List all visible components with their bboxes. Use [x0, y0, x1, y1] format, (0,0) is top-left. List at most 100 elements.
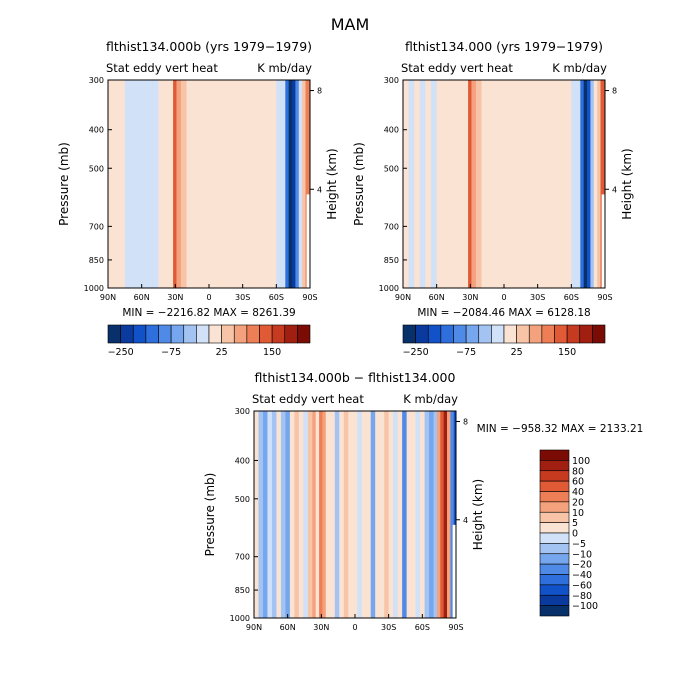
heatmap-band [420, 411, 425, 618]
heatmap-band [270, 80, 277, 288]
heatmap-band [515, 80, 522, 288]
heatmap-band [443, 411, 448, 618]
panel-subtitle-left: Stat eddy vert heat [252, 392, 364, 406]
colorbar-label: −40 [572, 570, 592, 581]
colorbar-label: −80 [572, 591, 592, 602]
colorbar-swatch [453, 324, 467, 344]
heatmap-band [393, 411, 399, 618]
colorbar-label: 150 [263, 347, 281, 358]
x-tick-label: 0 [501, 293, 506, 302]
panel-title: flthist134.000b − flthist134.000 [255, 370, 456, 385]
heatmap-band [276, 80, 283, 288]
right-y-tick-label: 8 [317, 87, 322, 96]
colorbar-swatch [170, 324, 185, 344]
heatmap-band [231, 80, 238, 288]
colorbar-swatch [246, 324, 260, 344]
colorbar-swatch [539, 574, 570, 586]
heatmap-band [158, 80, 165, 288]
colorbar-swatch [221, 324, 235, 344]
heatmap-band [258, 411, 264, 618]
heatmap-band [471, 80, 477, 288]
heatmap-band [447, 411, 451, 618]
heatmap-band [334, 411, 340, 618]
heatmap-band [108, 80, 115, 288]
colorbar-swatch [516, 324, 530, 344]
heatmap-band [357, 411, 363, 618]
panel-subtitle-right: K mb/day [403, 392, 458, 406]
colorbar-swatch [158, 324, 172, 344]
heatmap-band [583, 80, 588, 288]
heatmap-band [307, 411, 313, 618]
heatmap-band [339, 411, 345, 618]
heatmap-band [379, 411, 385, 618]
heatmap-band [298, 80, 303, 288]
heatmap-band [280, 411, 286, 618]
heatmap-band [504, 80, 511, 288]
heatmap-band [285, 411, 291, 618]
colorbar-label: −20 [572, 560, 592, 571]
topography-mask [601, 194, 605, 288]
heatmap-band [214, 80, 221, 288]
colorbar-label: −100 [572, 601, 598, 612]
heatmap-band [587, 80, 591, 288]
heatmap-band [292, 80, 296, 288]
heatmap-band [248, 80, 255, 288]
heatmap-band [209, 80, 216, 288]
heatmap-band [113, 80, 120, 288]
topography-mask [306, 194, 310, 288]
right-axis-label: Height (km) [620, 148, 634, 219]
colorbar-label: 10 [572, 508, 584, 519]
right-y-tick-label: 4 [317, 185, 322, 194]
colorbar: −250 −75 25 150 [108, 324, 311, 358]
x-tick-label: 30N [462, 293, 478, 302]
colorbar-swatch [259, 324, 273, 344]
heatmap-band [322, 411, 327, 618]
panel-subtitle-right: K mb/day [552, 61, 607, 75]
heatmap-band [271, 411, 277, 618]
y-tick-label: 300 [384, 76, 399, 85]
right-axis-label: Height (km) [471, 479, 485, 550]
colorbar-swatch [120, 324, 134, 344]
heatmap-band [402, 411, 408, 618]
heatmap-band [136, 80, 143, 288]
figure-title: MAM [331, 15, 370, 34]
heatmap-band [319, 411, 323, 618]
colorbar-swatch [465, 324, 480, 344]
heatmap-band [459, 80, 466, 288]
heatmap-band [259, 80, 266, 288]
y-tick-label: 700 [235, 553, 250, 562]
colorbar-swatch [539, 532, 570, 544]
panel-2: flthist134.000 (yrs 1979−1979) Stat eddy … [352, 39, 634, 358]
heatmap-band [285, 80, 290, 288]
colorbar-swatch [539, 470, 570, 482]
topography-mask [452, 524, 456, 618]
colorbar-swatch [528, 324, 543, 344]
colorbar-swatch [539, 584, 570, 596]
heatmap-band [406, 411, 412, 618]
colorbar-swatch [415, 324, 429, 344]
colorbar-swatch [208, 324, 222, 344]
heatmap-band [141, 80, 148, 288]
heatmap-band [225, 80, 232, 288]
heatmap-band [487, 80, 494, 288]
heatmap-band [600, 80, 606, 288]
heatmap-band [276, 411, 282, 618]
heatmap-band [302, 80, 306, 288]
panel-subtitle-left: Stat eddy vert heat [106, 61, 218, 75]
panel-1: flthist134.000b (yrs 1979−1979) Stat eddy… [57, 39, 339, 358]
heatmap-band [180, 80, 187, 288]
y-tick-label: 500 [235, 495, 250, 504]
colorbar-swatch [566, 324, 581, 344]
heatmap-band [173, 80, 177, 288]
y-tick-label: 1000 [379, 284, 399, 293]
heatmap-band [124, 80, 131, 288]
colorbar-swatch [539, 543, 570, 555]
heatmap-band [543, 80, 550, 288]
x-tick-label: 30S [530, 293, 545, 302]
colorbar-swatch [539, 460, 570, 472]
colorbar-swatch [233, 324, 248, 344]
colorbar-label: −75 [161, 347, 181, 358]
colorbar-swatch [539, 553, 570, 565]
stats-text: MIN = −2216.82 MAX = 8261.39 [122, 307, 295, 319]
